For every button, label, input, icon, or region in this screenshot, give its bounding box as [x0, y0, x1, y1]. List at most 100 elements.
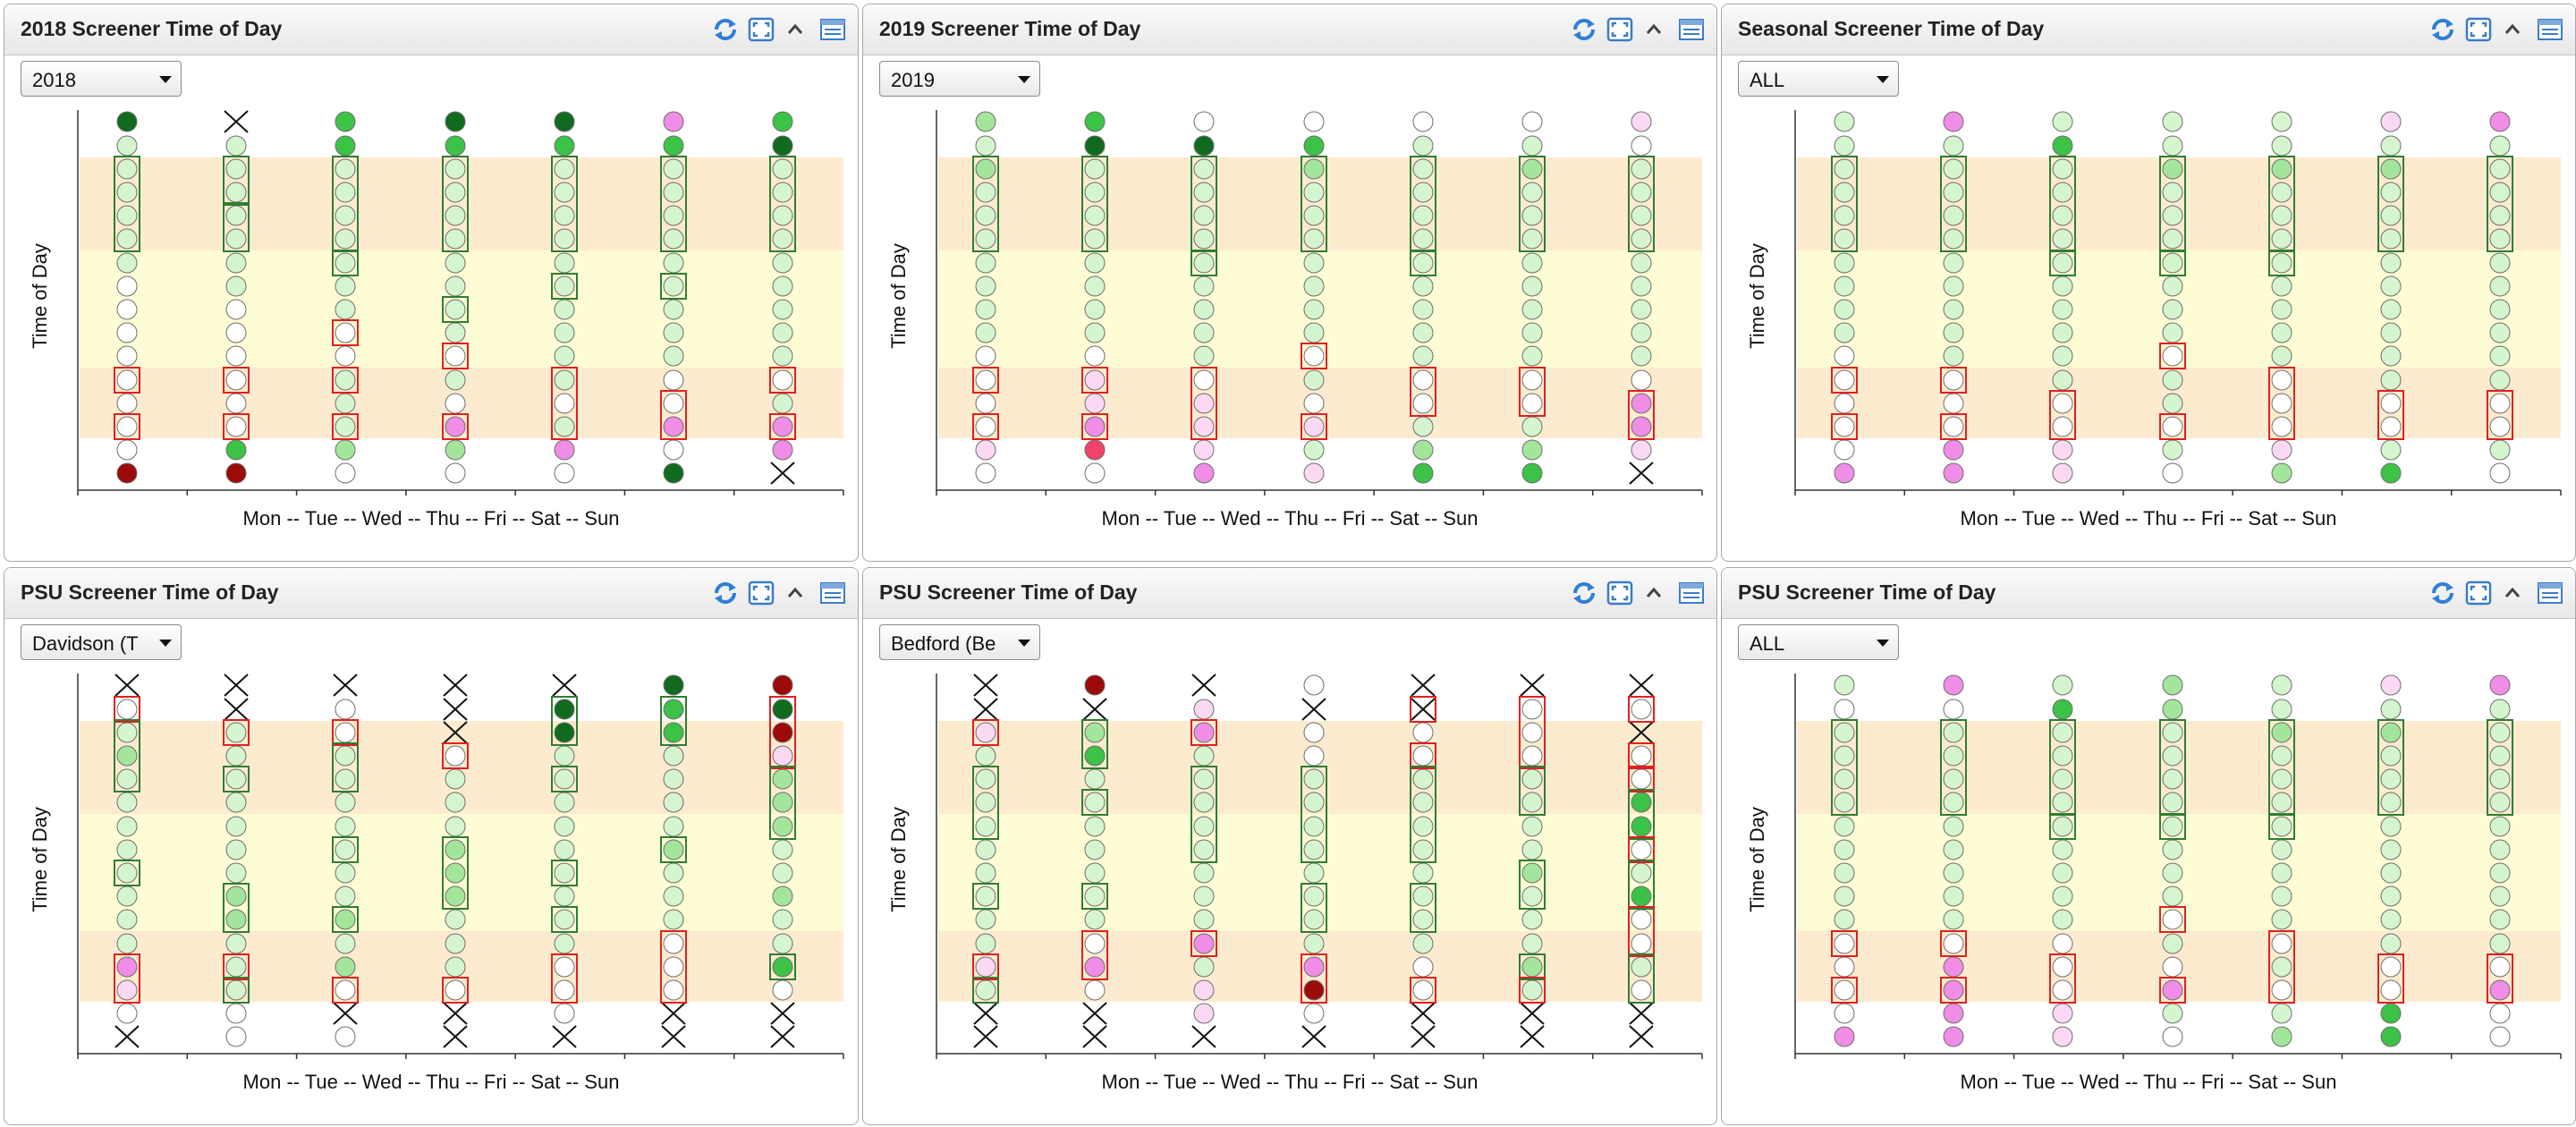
dark-green-dot[interactable]: [116, 111, 138, 132]
empty-dot[interactable]: [445, 393, 466, 414]
pale-green-dot[interactable]: [1412, 792, 1434, 813]
pale-pink-dot[interactable]: [2380, 674, 2402, 696]
pale-pink-dot[interactable]: [1193, 439, 1215, 461]
menu-icon[interactable]: [1677, 16, 1706, 43]
pale-green-dot[interactable]: [772, 252, 793, 274]
pale-green-dot[interactable]: [1303, 816, 1325, 837]
pale-green-dot[interactable]: [1412, 135, 1434, 157]
empty-dot[interactable]: [2489, 956, 2511, 978]
pale-green-dot[interactable]: [1521, 322, 1543, 343]
pale-green-dot[interactable]: [975, 745, 996, 767]
empty-dot[interactable]: [975, 393, 996, 414]
dark-red-dot[interactable]: [116, 462, 138, 484]
collapse-icon[interactable]: [781, 580, 809, 606]
pale-green-dot[interactable]: [2271, 228, 2292, 250]
light-green-dot[interactable]: [1084, 722, 1106, 743]
empty-dot[interactable]: [2380, 393, 2402, 414]
pale-green-dot[interactable]: [1631, 252, 1652, 274]
pale-green-dot[interactable]: [335, 228, 356, 250]
pale-green-dot[interactable]: [2052, 862, 2073, 884]
light-green-dot[interactable]: [2271, 1026, 2292, 1047]
empty-dot[interactable]: [225, 1026, 247, 1047]
green-dot[interactable]: [2380, 462, 2402, 484]
pale-green-dot[interactable]: [772, 275, 793, 297]
pale-green-dot[interactable]: [2271, 768, 2292, 790]
pink-dot[interactable]: [1834, 1026, 1855, 1047]
pale-green-dot[interactable]: [1834, 182, 1855, 203]
dark-green-dot[interactable]: [772, 699, 793, 720]
refresh-icon[interactable]: [711, 16, 740, 43]
pale-green-dot[interactable]: [116, 205, 138, 226]
empty-dot[interactable]: [2380, 956, 2402, 978]
empty-dot[interactable]: [2052, 393, 2073, 414]
pale-green-dot[interactable]: [663, 322, 684, 343]
pale-green-dot[interactable]: [2162, 299, 2183, 320]
empty-dot[interactable]: [2162, 462, 2183, 484]
pale-green-dot[interactable]: [554, 275, 575, 297]
pale-green-dot[interactable]: [225, 252, 247, 274]
pale-green-dot[interactable]: [2489, 909, 2511, 930]
green-dot[interactable]: [1303, 135, 1325, 157]
light-green-dot[interactable]: [445, 439, 466, 461]
pink-dot[interactable]: [1943, 1026, 1964, 1047]
empty-dot[interactable]: [2271, 416, 2292, 437]
pale-green-dot[interactable]: [1521, 792, 1543, 813]
empty-dot[interactable]: [1631, 979, 1652, 1001]
pink-dot[interactable]: [2489, 111, 2511, 132]
light-green-dot[interactable]: [116, 745, 138, 767]
pale-green-dot[interactable]: [1193, 768, 1215, 790]
pale-green-dot[interactable]: [554, 205, 575, 226]
pale-pink-dot[interactable]: [772, 745, 793, 767]
pale-green-dot[interactable]: [663, 886, 684, 907]
pale-green-dot[interactable]: [1412, 182, 1434, 203]
pale-green-dot[interactable]: [554, 839, 575, 860]
empty-dot[interactable]: [225, 369, 247, 391]
pale-green-dot[interactable]: [2380, 816, 2402, 837]
pale-green-dot[interactable]: [2271, 839, 2292, 860]
empty-dot[interactable]: [1521, 699, 1543, 720]
green-dot[interactable]: [1084, 745, 1106, 767]
pale-green-dot[interactable]: [1834, 839, 1855, 860]
pale-green-dot[interactable]: [2380, 886, 2402, 907]
empty-dot[interactable]: [1412, 111, 1434, 132]
empty-dot[interactable]: [116, 345, 138, 367]
pale-green-dot[interactable]: [445, 252, 466, 274]
light-green-dot[interactable]: [2380, 722, 2402, 743]
pale-green-dot[interactable]: [1412, 909, 1434, 930]
pale-pink-dot[interactable]: [1193, 1003, 1215, 1024]
pale-green-dot[interactable]: [663, 816, 684, 837]
pale-green-dot[interactable]: [445, 158, 466, 180]
pale-green-dot[interactable]: [116, 228, 138, 250]
pink-dot[interactable]: [1303, 956, 1325, 978]
pale-green-dot[interactable]: [1084, 322, 1106, 343]
empty-dot[interactable]: [2489, 1003, 2511, 1024]
pale-green-dot[interactable]: [1412, 816, 1434, 837]
pink-dot[interactable]: [772, 416, 793, 437]
pink-dot[interactable]: [1943, 462, 1964, 484]
filter-dropdown[interactable]: ALL: [1738, 61, 1899, 97]
empty-dot[interactable]: [1943, 416, 1964, 437]
pale-green-dot[interactable]: [1084, 909, 1106, 930]
light-green-dot[interactable]: [2162, 699, 2183, 720]
pale-green-dot[interactable]: [116, 886, 138, 907]
pale-green-dot[interactable]: [335, 252, 356, 274]
pale-green-dot[interactable]: [2162, 393, 2183, 414]
pale-green-dot[interactable]: [2162, 228, 2183, 250]
empty-dot[interactable]: [1084, 933, 1106, 954]
empty-dot[interactable]: [335, 345, 356, 367]
empty-dot[interactable]: [116, 699, 138, 720]
pale-green-dot[interactable]: [1943, 792, 1964, 813]
collapse-icon[interactable]: [2498, 16, 2527, 43]
pale-pink-dot[interactable]: [2052, 1003, 2073, 1024]
pale-green-dot[interactable]: [1193, 182, 1215, 203]
pink-dot[interactable]: [1193, 722, 1215, 743]
pale-green-dot[interactable]: [1521, 228, 1543, 250]
pale-green-dot[interactable]: [225, 862, 247, 884]
pale-green-dot[interactable]: [445, 933, 466, 954]
empty-dot[interactable]: [663, 439, 684, 461]
empty-dot[interactable]: [975, 345, 996, 367]
pale-green-dot[interactable]: [554, 369, 575, 391]
pale-green-dot[interactable]: [445, 768, 466, 790]
pale-green-dot[interactable]: [2162, 862, 2183, 884]
pale-pink-dot[interactable]: [2052, 1026, 2073, 1047]
